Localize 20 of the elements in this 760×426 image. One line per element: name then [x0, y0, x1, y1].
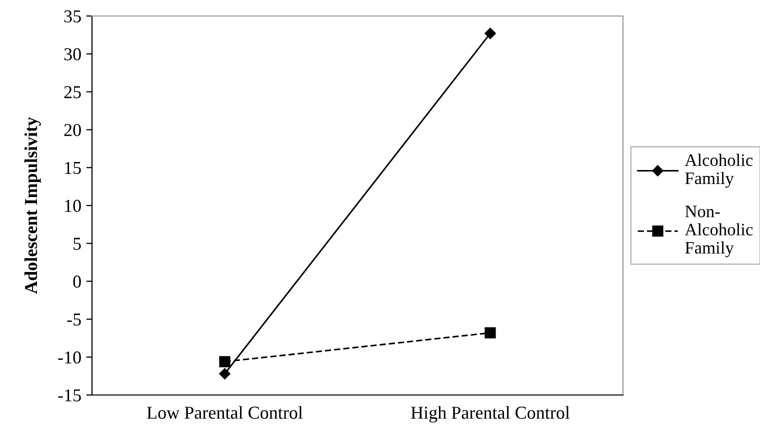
y-tick-label: 30	[64, 48, 81, 60]
legend-label: Alcoholic Family	[684, 154, 753, 188]
point	[219, 368, 230, 380]
y-tick-label: 20	[64, 124, 81, 136]
y-tick-label: -15	[58, 389, 81, 402]
y-tick-label: 15	[65, 162, 81, 174]
y-tick-label: 0	[73, 276, 81, 288]
x-tick-label: Low Parental Control	[147, 406, 303, 419]
y-tick-label: -5	[67, 314, 81, 326]
y-tick-label: 35	[64, 10, 81, 22]
point	[484, 327, 496, 338]
point	[219, 356, 230, 368]
y-axis-title: Adolescent Impulsivity	[24, 117, 41, 294]
x-tick-label: High Parental Control	[411, 406, 570, 423]
y-tick-label: 5	[74, 238, 81, 250]
y-tick-label: 25	[64, 86, 81, 98]
legend-label: Non- Alcoholic Family	[684, 206, 753, 258]
y-tick-label: -10	[58, 351, 81, 364]
y-tick-label: 10	[65, 200, 81, 212]
point	[484, 28, 496, 40]
